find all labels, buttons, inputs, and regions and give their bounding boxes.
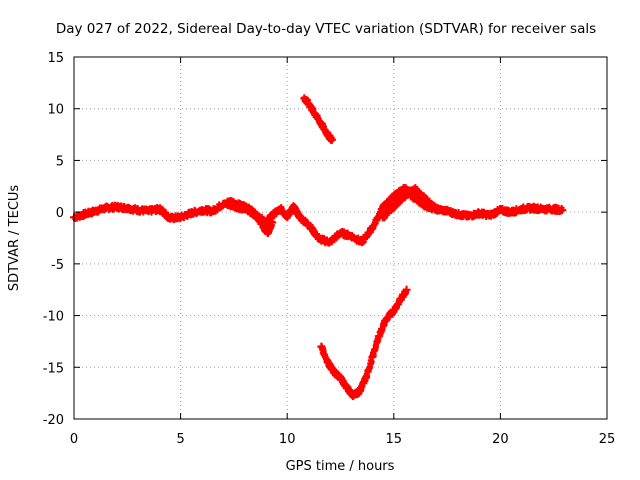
x-tick-label: 0 [70, 432, 78, 447]
x-tick-labels: 0 5 10 15 20 25 [70, 432, 615, 447]
x-tick-label: 20 [492, 432, 509, 447]
x-tick-label: 10 [279, 432, 296, 447]
y-tick-label: 10 [47, 103, 64, 118]
x-axis-label: GPS time / hours [286, 459, 395, 474]
y-tick-label: -5 [51, 258, 64, 273]
y-tick-label: -15 [43, 361, 64, 376]
y-axis-label: SDTVAR / TECUs [7, 185, 22, 292]
grid-lines [74, 57, 607, 419]
plot-frame [73, 56, 608, 420]
x-tick-label: 5 [176, 432, 184, 447]
y-tick-label: 15 [47, 51, 64, 66]
y-tick-label: -20 [43, 413, 64, 428]
axis-ticks [73, 56, 608, 420]
x-tick-label: 25 [599, 432, 616, 447]
y-tick-labels: -20 -15 -10 -5 0 5 10 15 [43, 51, 64, 428]
y-tick-label: 0 [56, 206, 64, 221]
x-tick-label: 15 [386, 432, 403, 447]
y-tick-label: 5 [56, 154, 64, 169]
y-tick-label: -10 [43, 310, 64, 325]
chart-title: Day 027 of 2022, Sidereal Day-to-day VTE… [56, 21, 596, 37]
data-points [70, 94, 567, 401]
